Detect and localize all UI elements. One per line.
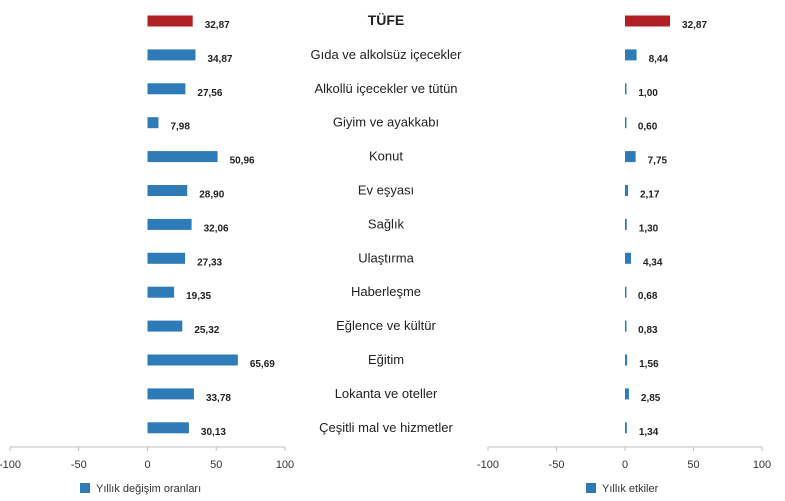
data-label: 19,35 (186, 291, 211, 302)
data-label: 7,75 (648, 156, 668, 167)
category-label: Alkollü içecekler ve tütün (314, 81, 457, 96)
legend-label: Yıllık etkiler (602, 483, 659, 495)
category-label: Gıda ve alkolsüz içecekler (310, 47, 462, 62)
data-label: 1,30 (639, 223, 659, 234)
bar (147, 83, 186, 95)
bar (625, 354, 628, 366)
category-label: Sağlık (368, 216, 405, 231)
bar (147, 218, 192, 230)
data-label: 28,90 (199, 190, 224, 201)
category-label: Lokanta ve oteller (335, 386, 438, 401)
category-label: Eğitim (368, 352, 404, 367)
bar (625, 185, 628, 196)
data-label: 1,00 (638, 88, 658, 99)
data-label: 27,33 (197, 257, 222, 268)
bar (625, 218, 627, 230)
data-label: 2,17 (640, 190, 660, 201)
legend-swatch (80, 483, 90, 493)
category-label: TÜFE (368, 12, 405, 28)
bar (147, 252, 186, 264)
category-label: Ev eşyası (358, 183, 414, 198)
data-label: 32,87 (682, 20, 707, 31)
bar (625, 252, 631, 264)
x-tick-label: 0 (622, 459, 628, 471)
x-tick-label: 0 (144, 459, 150, 471)
data-label: 34,87 (207, 54, 232, 65)
panel-1: -100 -50 0 50 100 32,87 34,87 27,56 7,98 50,96 28,… (0, 15, 294, 495)
bar (625, 15, 671, 27)
bar (147, 422, 189, 434)
bar (625, 388, 629, 400)
bar (147, 320, 183, 332)
x-tick-label: -50 (71, 459, 87, 471)
data-label: 2,85 (641, 393, 661, 404)
category-label: Giyim ve ayakkabı (333, 115, 439, 130)
bar (625, 117, 627, 129)
bar (625, 49, 637, 61)
bar (147, 15, 193, 27)
data-label: 65,69 (250, 359, 275, 370)
x-tick-label: -100 (0, 459, 21, 471)
data-label: 1,34 (639, 427, 659, 438)
category-label: Ulaştırma (358, 250, 414, 265)
x-tick-label: 50 (687, 459, 699, 471)
bar (625, 422, 627, 434)
data-label: 0,68 (638, 291, 658, 302)
bar (147, 151, 218, 163)
x-tick-label: 100 (753, 459, 771, 471)
data-label: 8,44 (649, 54, 669, 65)
bar (625, 151, 636, 163)
data-label: 0,83 (638, 325, 658, 336)
x-tick-label: 50 (210, 459, 222, 471)
data-label: 7,98 (170, 122, 190, 133)
bar (147, 388, 194, 400)
data-label: 30,13 (201, 427, 226, 438)
bar (147, 354, 238, 366)
category-label: Çeşitli mal ve hizmetler (319, 420, 453, 435)
bar (625, 320, 627, 332)
category-label: Eğlence ve kültür (336, 318, 436, 333)
category-label: Haberleşme (351, 284, 421, 299)
panel-2: -100 -50 0 50 100 32,87 8,44 1,00 0,60 7,75 2,17 1,… (477, 15, 771, 495)
bar (147, 286, 175, 298)
x-tick-label: 100 (276, 459, 294, 471)
bar (147, 117, 159, 129)
bar (147, 49, 196, 61)
data-label: 25,32 (194, 325, 219, 336)
category-labels: TÜFE Gıda ve alkolsüz içecekler Alkollü iç… (310, 12, 462, 435)
category-label: Konut (369, 149, 403, 164)
data-label: 32,87 (205, 20, 230, 31)
legend-swatch (586, 483, 596, 493)
legend-label: Yıllık değişim oranları (96, 483, 201, 495)
data-label: 4,34 (643, 257, 663, 268)
x-tick-label: -100 (477, 459, 499, 471)
data-label: 27,56 (197, 88, 222, 99)
data-label: 32,06 (204, 223, 229, 234)
x-tick-label: -50 (549, 459, 565, 471)
data-label: 1,56 (639, 359, 659, 370)
bar (147, 185, 188, 196)
data-label: 0,60 (638, 122, 658, 133)
bar (625, 286, 627, 298)
data-label: 33,78 (206, 393, 231, 404)
bar (625, 83, 627, 95)
data-label: 50,96 (230, 156, 255, 167)
